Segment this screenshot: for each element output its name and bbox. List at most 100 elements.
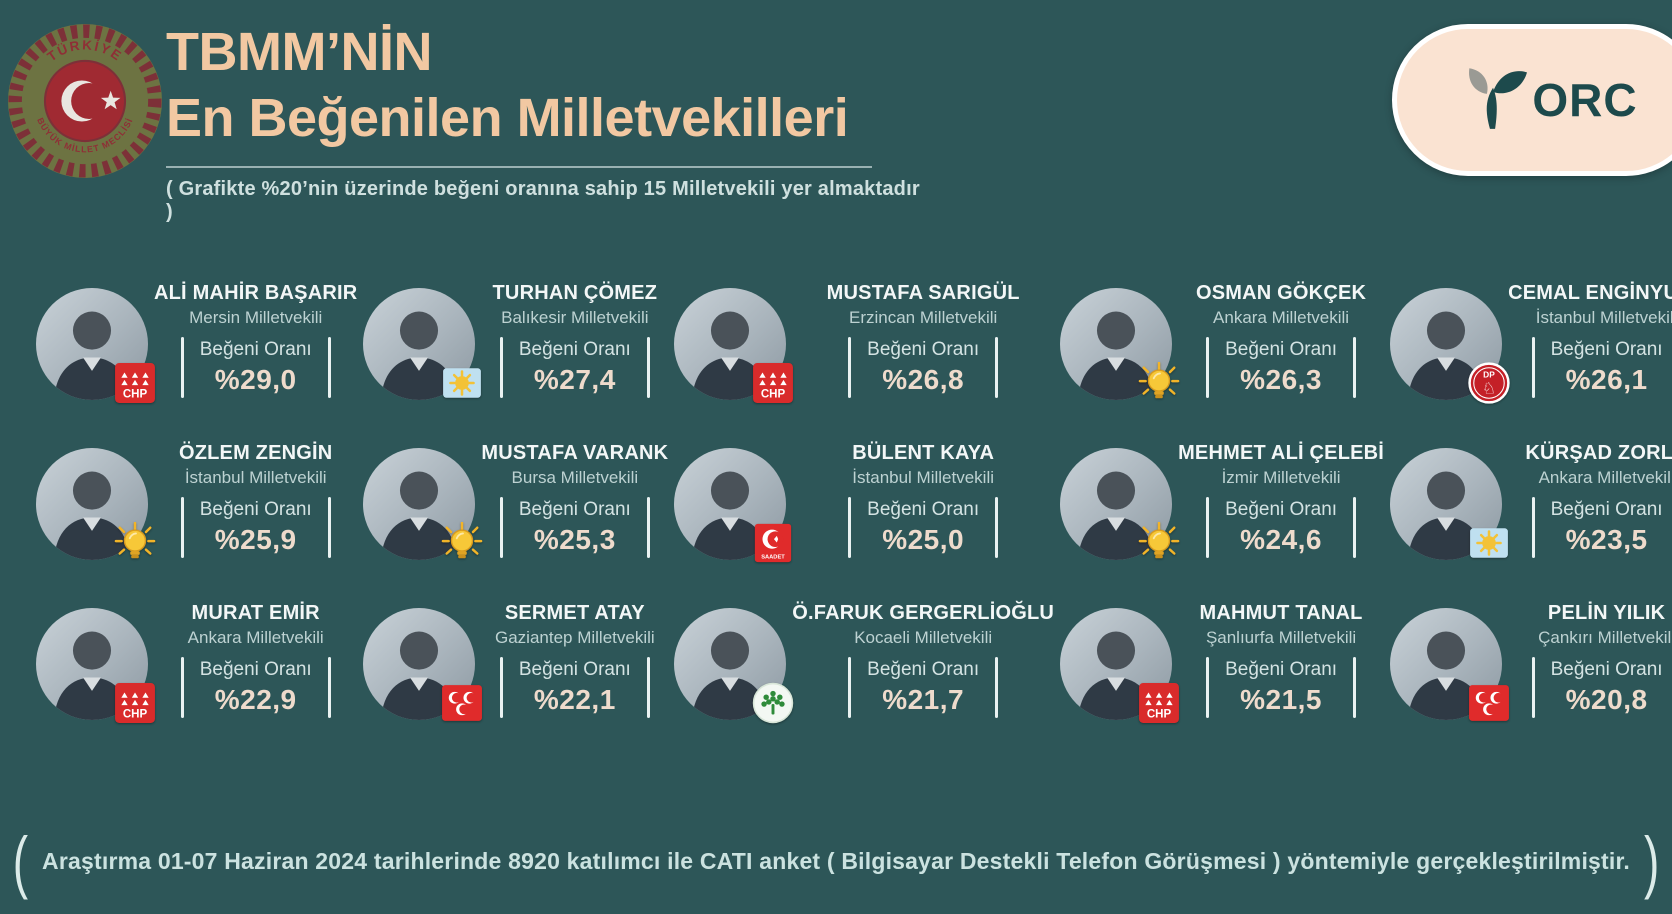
approval-rate-block: Beğeni Oranı %25,9 (154, 497, 357, 558)
methodology-note: ( Araştırma 01-07 Haziran 2024 tarihleri… (13, 827, 1660, 896)
mp-info: PELİN YILIK Çankırı Milletvekili Beğeni … (1502, 602, 1672, 718)
party-badge-saadet-icon (752, 522, 794, 564)
party-badge-akp-icon (1138, 362, 1180, 404)
mp-name: TURHAN ÇÖMEZ (492, 282, 658, 304)
approval-rate-block: Beğeni Oranı %25,3 (481, 497, 668, 558)
tbmm-emblem-icon: TÜRKİYE BÜYÜK MİLLET MECLİSİ (8, 24, 162, 178)
mp-constituency: İzmir Milletvekili (1221, 468, 1341, 487)
orc-logo-mark-icon (1469, 68, 1528, 129)
mp-photo (36, 288, 148, 400)
approval-rate-block: Beğeni Oranı %27,4 (481, 337, 668, 398)
approval-rate-block: Beğeni Oranı %25,0 (792, 497, 1054, 558)
mp-name: KÜRŞAD ZORLU (1525, 442, 1672, 464)
rate-right-bar (327, 657, 331, 718)
mp-photo (363, 288, 475, 400)
page-subtitle: ( Grafikte %20’nin üzerinde beğeni oranı… (166, 177, 920, 223)
mp-card: SERMET ATAY Gaziantep Milletvekili Beğen… (363, 598, 668, 736)
rate-left-bar (499, 497, 503, 558)
party-badge-iyi-icon (1468, 522, 1510, 564)
mp-name: OSMAN GÖKÇEK (1195, 282, 1367, 304)
person-photo-placeholder (1078, 471, 1154, 560)
person-photo-placeholder (1078, 311, 1154, 400)
rate-left-bar (499, 657, 503, 718)
mp-name: Ö.FARUK GERGERLİOĞLU (792, 602, 1055, 624)
mp-info: BÜLENT KAYA İstanbul Milletvekili Beğeni… (786, 442, 1054, 558)
rate-left-bar (1206, 337, 1210, 398)
mp-photo (674, 448, 786, 560)
rate-right-bar (995, 657, 999, 718)
rate-right-bar (995, 497, 999, 558)
approval-rate-value: %22,9 (214, 684, 297, 715)
mp-constituency: Ankara Milletvekili (187, 628, 324, 647)
person-photo-placeholder (381, 631, 458, 720)
approval-rate-label: Beğeni Oranı (867, 339, 980, 360)
mp-info: Ö.FARUK GERGERLİOĞLU Kocaeli Milletvekil… (786, 602, 1054, 718)
mp-photo (674, 288, 786, 400)
mp-info: MUSTAFA VARANK Bursa Milletvekili Beğeni… (475, 442, 668, 558)
rate-left-bar (848, 337, 852, 398)
page-title-line1: TBMM’NİN (166, 22, 432, 82)
mp-card: MUSTAFA SARIGÜL Erzincan Milletvekili Be… (674, 278, 1054, 416)
mp-info: MEHMET ALİ ÇELEBİ İzmir Milletvekili Beğ… (1172, 442, 1384, 558)
mp-photo (674, 608, 786, 720)
orc-logo-text: ORC (1532, 74, 1638, 126)
mp-constituency: İstanbul Milletvekili (852, 468, 995, 487)
methodology-text: Araştırma 01-07 Haziran 2024 tarihlerind… (42, 847, 1630, 874)
approval-rate-block: Beğeni Oranı %20,8 (1508, 657, 1672, 718)
mp-card: PELİN YILIK Çankırı Milletvekili Beğeni … (1390, 598, 1672, 736)
rate-right-bar (327, 337, 331, 398)
mp-photo-mask (363, 288, 476, 400)
mp-info: CEMAL ENGİNYURT İstanbul Milletvekili Be… (1502, 282, 1672, 398)
mp-info: SERMET ATAY Gaziantep Milletvekili Beğen… (475, 602, 668, 718)
mp-name: MURAT EMİR (191, 602, 320, 624)
approval-rate-block: Beğeni Oranı %22,1 (481, 657, 668, 718)
mp-info: OSMAN GÖKÇEK Ankara Milletvekili Beğeni … (1172, 282, 1384, 398)
approval-rate-value: %25,3 (533, 524, 616, 555)
mp-constituency: İstanbul Milletvekili (1535, 308, 1672, 327)
approval-rate-value: %26,8 (882, 364, 965, 395)
mp-photo (1390, 288, 1502, 400)
rate-right-bar (646, 337, 650, 398)
mp-photo-mask (363, 448, 476, 560)
person-photo-placeholder (1408, 311, 1484, 400)
person-photo-placeholder (54, 631, 130, 720)
party-badge-dp-icon (1468, 362, 1510, 404)
approval-rate-label: Beğeni Oranı (867, 499, 980, 520)
mp-constituency: Şanlıurfa Milletvekili (1205, 628, 1357, 647)
mp-photo (1390, 608, 1502, 720)
approval-rate-block: Beğeni Oranı %26,1 (1508, 337, 1672, 398)
mp-card: BÜLENT KAYA İstanbul Milletvekili Beğeni… (674, 438, 1054, 576)
mp-photo-mask (1060, 288, 1173, 400)
approval-rate-value: %21,5 (1240, 684, 1323, 715)
mp-photo-mask (1390, 448, 1503, 560)
party-badge-akp-icon (1138, 522, 1180, 564)
approval-rate-block: Beğeni Oranı %21,5 (1178, 657, 1384, 718)
approval-rate-label: Beğeni Oranı (199, 339, 312, 360)
rate-left-bar (180, 337, 184, 398)
mp-card: ÖZLEM ZENGİN İstanbul Milletvekili Beğen… (36, 438, 357, 576)
mp-constituency: Ankara Milletvekili (1538, 468, 1672, 487)
approval-rate-label: Beğeni Oranı (1225, 499, 1338, 520)
approval-rate-value: %23,5 (1565, 524, 1648, 555)
rate-left-bar (848, 657, 852, 718)
rate-right-bar (327, 497, 331, 558)
approval-rate-value: %26,3 (1240, 364, 1323, 395)
approval-rate-label: Beğeni Oranı (1225, 659, 1338, 680)
mp-constituency: Erzincan Milletvekili (849, 308, 998, 327)
footer-left-bracket: ( (12, 822, 29, 900)
mp-constituency: Bursa Milletvekili (511, 468, 639, 487)
mp-constituency: Çankırı Milletvekili (1538, 628, 1672, 647)
mp-photo (36, 608, 148, 720)
rate-left-bar (1531, 657, 1535, 718)
header: TBMM’NİN En Beğenilen Milletvekilleri ( … (166, 20, 926, 224)
page-title-line2: En Beğenilen Milletvekilleri (166, 87, 849, 148)
approval-rate-block: Beğeni Oranı %29,0 (154, 337, 357, 398)
rate-left-bar (1206, 497, 1210, 558)
rate-right-bar (1353, 657, 1357, 718)
mp-name: BÜLENT KAYA (852, 442, 995, 464)
person-photo-placeholder (692, 311, 769, 400)
person-photo-placeholder (1078, 631, 1154, 720)
approval-rate-block: Beğeni Oranı %24,6 (1178, 497, 1384, 558)
mp-name: MUSTAFA SARIGÜL (826, 282, 1020, 304)
party-badge-ysp-icon (752, 682, 794, 724)
